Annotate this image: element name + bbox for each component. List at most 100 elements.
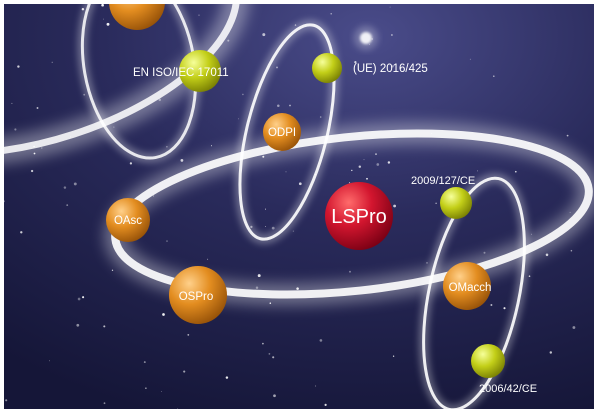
node-label-2006-42-ce: 2006/42/CE — [479, 383, 537, 395]
star — [106, 22, 110, 26]
star — [549, 351, 553, 354]
planet-2006-42-ce: 2006/42/CE — [471, 344, 537, 395]
star — [103, 325, 106, 328]
star — [531, 233, 532, 235]
planet-ospro: OSPro — [169, 266, 227, 324]
star — [276, 66, 278, 69]
star — [20, 231, 23, 234]
planet-top-partial — [109, 4, 165, 30]
star — [129, 162, 133, 165]
star — [211, 145, 212, 147]
star — [225, 376, 229, 379]
star — [324, 403, 327, 406]
star — [376, 163, 380, 166]
star — [271, 226, 275, 230]
star — [351, 169, 353, 172]
star — [330, 13, 332, 15]
star — [82, 296, 85, 299]
star — [76, 323, 80, 327]
star — [268, 353, 271, 355]
star — [545, 253, 549, 257]
star — [277, 104, 280, 108]
orbit-ring-top-left — [4, 4, 250, 167]
star — [73, 182, 77, 186]
planet-odpi: ODPI — [263, 113, 301, 151]
planet-en-iso-iec-17011: EN ISO/IEC 17011 — [133, 50, 229, 92]
star — [166, 240, 168, 242]
star — [366, 177, 368, 180]
star — [257, 274, 261, 278]
star — [363, 159, 365, 161]
star — [319, 339, 323, 342]
node-label-oasc: OAsc — [114, 215, 142, 227]
star — [11, 102, 13, 104]
star — [187, 333, 190, 336]
star — [493, 75, 495, 77]
star — [503, 307, 506, 310]
star — [101, 4, 104, 7]
star — [4, 200, 5, 203]
star — [389, 6, 391, 8]
star — [354, 60, 357, 64]
star-flare — [354, 26, 378, 50]
star — [399, 66, 402, 70]
star — [358, 165, 362, 168]
star — [292, 230, 294, 232]
star — [566, 134, 569, 137]
star — [14, 128, 17, 131]
star — [5, 399, 8, 402]
planet-center: LSPro — [325, 182, 393, 250]
star — [49, 360, 50, 362]
planet-2009-127-ce: 2009/127/CE — [411, 175, 475, 219]
star — [273, 394, 276, 398]
node-label-ue-2016-425: (UE) 2016/425 — [353, 63, 428, 75]
center-label: LSPro — [331, 206, 387, 228]
star — [426, 262, 428, 264]
star — [298, 182, 302, 186]
star — [162, 313, 165, 316]
star — [375, 153, 377, 155]
star — [66, 204, 69, 206]
node-label-omacch: OMacch — [449, 282, 492, 294]
star — [315, 385, 317, 387]
star — [103, 18, 104, 20]
star — [103, 402, 106, 405]
star — [238, 118, 240, 120]
orbit-ring-right — [418, 173, 530, 409]
star — [77, 297, 81, 301]
star — [349, 182, 351, 184]
star — [349, 270, 351, 273]
star — [289, 104, 291, 107]
star — [264, 226, 266, 227]
planet-oasc: OAsc — [106, 198, 150, 242]
star — [435, 202, 437, 204]
star — [528, 275, 531, 277]
star — [387, 161, 391, 164]
star — [242, 93, 244, 96]
star — [198, 14, 200, 16]
star — [30, 169, 34, 173]
star — [207, 258, 209, 260]
star — [272, 356, 275, 359]
star — [17, 65, 20, 68]
star — [262, 342, 264, 345]
star — [145, 387, 147, 389]
orbit-diagram: LSPro EN ISO/IEC 17011 (UE) 2016/425 ODP… — [4, 4, 594, 409]
star — [180, 159, 184, 162]
star — [51, 61, 53, 63]
star — [572, 326, 576, 329]
star — [483, 251, 486, 254]
star — [393, 204, 396, 208]
star — [391, 65, 394, 68]
star — [143, 361, 146, 364]
node-label-2009-127-ce: 2009/127/CE — [411, 175, 475, 187]
star — [392, 355, 395, 357]
star — [265, 208, 266, 210]
orbit-svg: LSPro EN ISO/IEC 17011 (UE) 2016/425 ODP… — [4, 4, 594, 409]
node-label-odpi: ODPI — [268, 127, 296, 139]
star — [183, 370, 186, 373]
star — [63, 186, 67, 189]
star — [477, 170, 478, 172]
star — [490, 304, 493, 306]
star — [36, 107, 39, 109]
